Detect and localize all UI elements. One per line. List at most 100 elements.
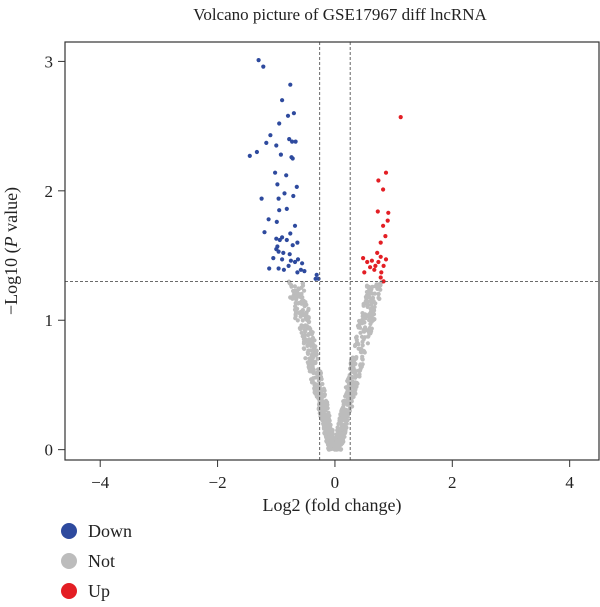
point-not — [341, 431, 346, 436]
point-not — [322, 411, 327, 416]
point-not — [360, 343, 365, 348]
point-not — [310, 338, 315, 343]
point-down — [295, 240, 300, 245]
point-down — [292, 223, 298, 228]
point-not — [323, 421, 328, 426]
point-not — [356, 368, 361, 373]
x-axis: −4 −2 0 2 4 — [91, 460, 574, 492]
point-not — [361, 301, 366, 307]
point-down — [286, 263, 291, 268]
point-not — [352, 385, 357, 390]
point-not — [362, 329, 367, 334]
point-not — [313, 351, 318, 356]
point-down — [287, 252, 292, 257]
legend-marker-up — [61, 583, 77, 599]
point-not — [302, 324, 307, 329]
point-down — [295, 257, 301, 262]
point-not — [310, 365, 315, 370]
point-up — [383, 257, 389, 262]
point-not — [315, 356, 320, 361]
point-not — [360, 339, 365, 344]
point-not — [300, 318, 305, 323]
point-not — [339, 447, 344, 452]
plot-area — [65, 42, 599, 460]
point-not — [355, 381, 360, 386]
point-down — [277, 121, 282, 126]
point-not — [364, 296, 369, 301]
point-not — [312, 382, 317, 387]
point-up — [385, 218, 390, 223]
point-down — [264, 140, 269, 145]
point-not — [297, 326, 302, 331]
point-up — [383, 170, 389, 175]
point-not — [352, 371, 357, 376]
point-not — [360, 311, 365, 316]
y-tick-label: 1 — [45, 311, 54, 330]
y-axis-title-suffix: value) — [1, 187, 22, 236]
point-not — [360, 357, 365, 362]
point-up — [381, 223, 386, 228]
point-not — [287, 281, 292, 286]
point-down — [292, 259, 298, 265]
point-not — [330, 428, 335, 433]
point-down — [290, 139, 295, 144]
legend-label-up: Up — [88, 581, 110, 601]
point-not — [317, 408, 322, 413]
point-not — [323, 417, 328, 422]
point-not — [359, 334, 365, 339]
point-not — [356, 342, 361, 347]
point-down — [261, 64, 266, 69]
point-not — [300, 281, 305, 286]
point-up — [383, 234, 388, 239]
point-not — [371, 307, 376, 312]
point-not — [348, 389, 354, 394]
point-not — [300, 308, 305, 313]
point-not — [305, 338, 310, 343]
point-not — [301, 311, 306, 317]
point-not — [365, 304, 370, 309]
point-not — [368, 299, 374, 304]
point-not — [358, 346, 363, 351]
point-not — [324, 430, 329, 435]
point-up — [376, 259, 381, 265]
legend-marker-down — [61, 523, 77, 539]
point-down — [280, 257, 285, 262]
point-not — [293, 316, 298, 321]
point-down — [294, 184, 299, 189]
point-up — [375, 250, 380, 255]
point-down — [287, 137, 292, 142]
point-up — [365, 259, 370, 265]
legend-marker-not — [61, 553, 77, 569]
x-tick-label: 0 — [331, 473, 340, 492]
x-tick-label: 2 — [448, 473, 457, 492]
x-axis-title: Log2 (fold change) — [263, 495, 402, 516]
point-down — [290, 156, 295, 161]
y-tick-label: 2 — [45, 182, 54, 201]
point-not — [365, 341, 370, 346]
point-not — [376, 291, 381, 296]
point-not — [296, 291, 301, 296]
point-not — [328, 436, 333, 441]
point-not — [292, 284, 297, 289]
point-down — [290, 243, 295, 248]
point-up — [372, 267, 377, 272]
point-not — [340, 409, 345, 414]
point-up — [362, 270, 367, 275]
point-down — [273, 170, 278, 175]
y-axis-title: −Log10 (P value) — [1, 187, 22, 315]
point-not — [371, 318, 376, 323]
point-down — [295, 270, 300, 275]
point-up — [375, 209, 380, 214]
point-not — [302, 346, 307, 351]
point-not — [306, 306, 311, 311]
point-not — [295, 306, 300, 311]
point-not — [345, 393, 350, 398]
point-not — [342, 422, 347, 427]
point-down — [300, 261, 305, 266]
point-down — [281, 267, 286, 272]
point-down — [271, 256, 276, 261]
legend: Down Not Up — [61, 521, 132, 601]
legend-label-down: Down — [88, 521, 132, 541]
point-up — [381, 279, 386, 284]
point-down — [313, 276, 318, 281]
